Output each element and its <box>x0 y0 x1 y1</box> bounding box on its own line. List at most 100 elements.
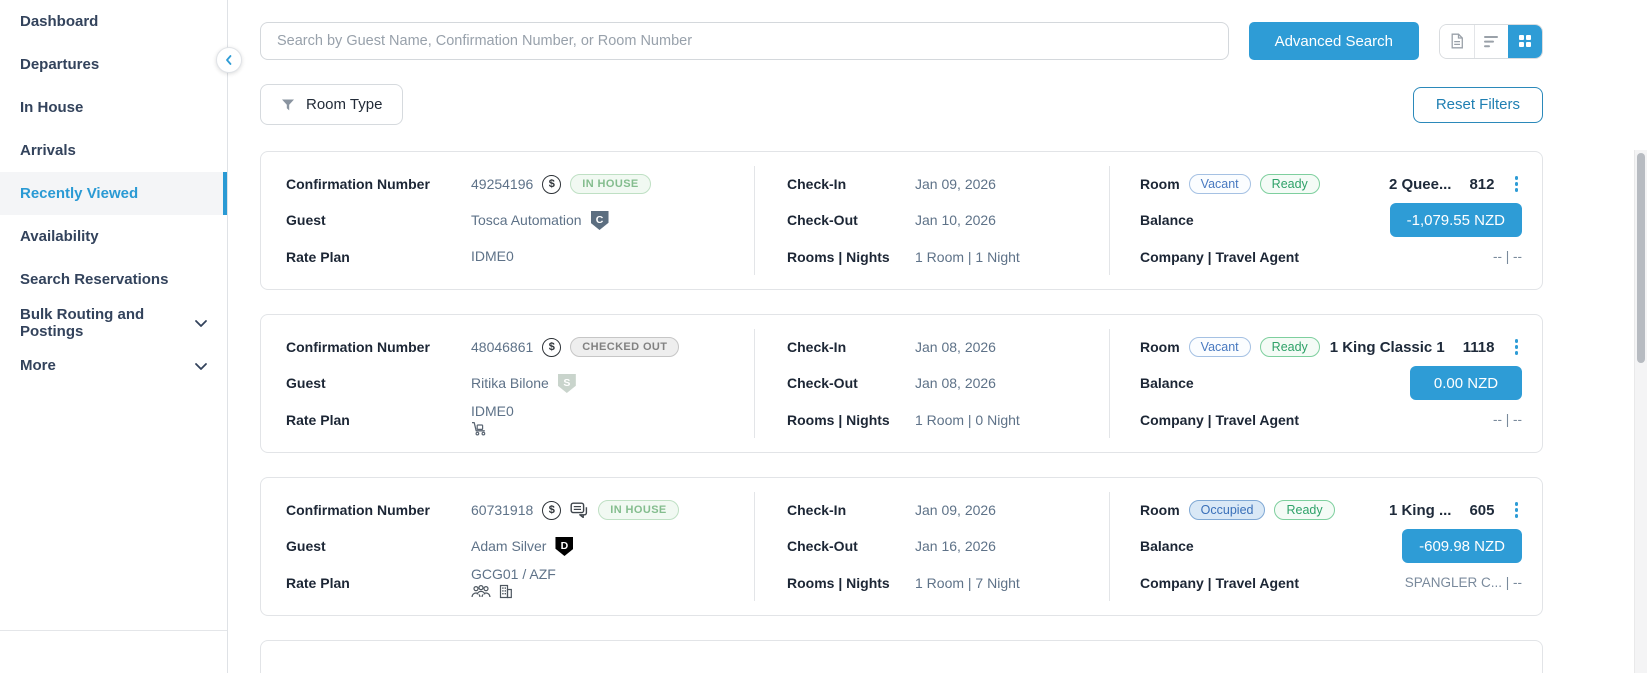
check-out-label: Check-Out <box>787 375 858 392</box>
room-status-badge: Vacant <box>1188 337 1251 358</box>
room-type-value: 2 Quee... <box>1388 175 1452 193</box>
search-input[interactable] <box>260 22 1229 60</box>
grid-view-button[interactable] <box>1508 24 1542 58</box>
sidebar-item-bulk-routing-and-postings[interactable]: Bulk Routing and Postings <box>0 301 227 344</box>
sidebar-item-label: Search Reservations <box>20 271 169 288</box>
card-room-column: Room Occupied Ready 1 King ... 605 Balan… <box>1109 492 1522 601</box>
confirmation-number-value[interactable]: 48046861 <box>471 339 534 356</box>
reservation-card: Confirmation Number 48046861 $ CHECKED O… <box>260 314 1543 453</box>
sidebar-item-label: Bulk Routing and Postings <box>20 305 145 340</box>
confirmation-number-label: Confirmation Number <box>286 339 430 356</box>
guest-name[interactable]: Ritika Bilone <box>471 375 549 392</box>
check-in-date: Jan 09, 2026 <box>915 176 996 193</box>
sidebar-item-availability[interactable]: Availability <box>0 215 227 258</box>
guest-name[interactable]: Adam Silver <box>471 538 547 555</box>
guest-label: Guest <box>286 375 326 392</box>
check-out-label: Check-Out <box>787 212 858 229</box>
grid-view-icon <box>1518 34 1532 48</box>
payment-icon: $ <box>542 337 562 357</box>
rooms-nights-value: 1 Room | 1 Night <box>915 248 1020 265</box>
top-search-bar: Advanced Search <box>260 22 1543 60</box>
check-out-date: Jan 16, 2026 <box>915 538 996 555</box>
rooms-nights-label: Rooms | Nights <box>787 574 890 591</box>
confirmation-number-value[interactable]: 60731918 <box>471 502 534 519</box>
rate-plan-label: Rate Plan <box>286 248 350 265</box>
company-travel-agent-label: Company | Travel Agent <box>1140 574 1299 591</box>
reservation-cards: Confirmation Number 49254196 $ IN HOUSE … <box>260 151 1543 616</box>
balance-button[interactable]: -1,079.55 NZD <box>1389 203 1522 238</box>
room-status-badge: Occupied <box>1188 500 1266 521</box>
sidebar: Dashboard Departures In House Arrivals R… <box>0 0 228 673</box>
check-in-date: Jan 08, 2026 <box>915 339 996 356</box>
balance-label: Balance <box>1140 212 1194 229</box>
rate-plan-value[interactable]: IDME0 <box>471 403 514 420</box>
room-number-value: 812 <box>1469 175 1495 193</box>
document-view-button[interactable] <box>1440 24 1474 58</box>
guest-name[interactable]: Tosca Automation <box>471 212 582 229</box>
card-stay-column: Check-In Jan 09, 2026 Check-Out Jan 10, … <box>754 166 1109 275</box>
sidebar-item-recently-viewed[interactable]: Recently Viewed <box>0 172 227 215</box>
card-stay-column: Check-In Jan 08, 2026 Check-Out Jan 08, … <box>754 329 1109 438</box>
guest-label: Guest <box>286 212 326 229</box>
room-type-filter-label: Room Type <box>306 96 383 113</box>
balance-button[interactable]: 0.00 NZD <box>1410 366 1522 401</box>
room-type-filter-button[interactable]: Room Type <box>260 84 404 125</box>
room-status-badge: Vacant <box>1188 174 1251 195</box>
confirmation-number-label: Confirmation Number <box>286 502 430 519</box>
sidebar-item-departures[interactable]: Departures <box>0 43 227 86</box>
vip-shield-badge: D <box>555 536 574 556</box>
check-in-label: Check-In <box>787 339 847 356</box>
sidebar-item-dashboard[interactable]: Dashboard <box>0 0 227 43</box>
sidebar-item-label: Arrivals <box>20 142 76 159</box>
card-room-column: Room Vacant Ready 2 Quee... 812 Balance … <box>1109 166 1522 275</box>
document-view-icon <box>1450 33 1464 49</box>
sidebar-nav: Dashboard Departures In House Arrivals R… <box>0 0 227 631</box>
reset-filters-button[interactable]: Reset Filters <box>1412 86 1543 123</box>
funnel-icon <box>281 98 295 112</box>
chevron-left-icon <box>222 53 236 67</box>
advanced-search-button[interactable]: Advanced Search <box>1248 22 1419 60</box>
housekeeping-status-badge: Ready <box>1259 174 1320 195</box>
confirmation-number-label: Confirmation Number <box>286 176 430 193</box>
kebab-menu-icon[interactable] <box>1511 500 1523 520</box>
list-view-button[interactable] <box>1474 24 1508 58</box>
kebab-menu-icon[interactable] <box>1511 337 1523 357</box>
kebab-menu-icon[interactable] <box>1511 174 1523 194</box>
reservation-status-badge: IN HOUSE <box>598 500 679 521</box>
vip-shield-badge: C <box>590 210 609 230</box>
payment-icon: $ <box>542 500 562 520</box>
scrollbar-track[interactable] <box>1634 150 1647 673</box>
reservation-list: Confirmation Number 49254196 $ IN HOUSE … <box>260 151 1543 673</box>
rate-plan-value[interactable]: GCG01 / AZF <box>471 566 556 583</box>
rooms-nights-label: Rooms | Nights <box>787 248 890 265</box>
confirmation-number-value[interactable]: 49254196 <box>471 176 534 193</box>
reservation-card: Confirmation Number 49254196 $ IN HOUSE … <box>260 151 1543 290</box>
view-toggle-group <box>1439 23 1543 59</box>
sidebar-collapse-button[interactable] <box>216 47 242 73</box>
sidebar-item-search-reservations[interactable]: Search Reservations <box>0 258 227 301</box>
room-type-value: 1 King Classic 1 <box>1329 338 1445 356</box>
check-out-label: Check-Out <box>787 538 858 555</box>
company-travel-agent-value: SPANGLER C... | -- <box>1404 575 1522 591</box>
balance-button[interactable]: -609.98 NZD <box>1402 529 1522 564</box>
main-content: Advanced Search <box>228 0 1647 673</box>
sidebar-item-label: Availability <box>20 228 99 245</box>
scrollbar-thumb[interactable] <box>1637 153 1645 363</box>
chat-icon[interactable] <box>570 502 589 519</box>
reservation-status-badge: CHECKED OUT <box>570 337 680 358</box>
balance-label: Balance <box>1140 538 1194 555</box>
company-travel-agent-value: -- | -- <box>1493 249 1522 265</box>
sidebar-item-in-house[interactable]: In House <box>0 86 227 129</box>
filter-row: Room Type Reset Filters <box>260 84 1543 125</box>
sidebar-item-arrivals[interactable]: Arrivals <box>0 129 227 172</box>
cart-icon <box>471 421 487 436</box>
rooms-nights-value: 1 Room | 0 Night <box>915 411 1020 428</box>
rooms-nights-label: Rooms | Nights <box>787 411 890 428</box>
card-room-column: Room Vacant Ready 1 King Classic 1 1118 … <box>1109 329 1522 438</box>
sidebar-item-more[interactable]: More <box>0 344 227 387</box>
check-in-label: Check-In <box>787 502 847 519</box>
card-identity-column: Confirmation Number 48046861 $ CHECKED O… <box>286 329 754 438</box>
housekeeping-status-badge: Ready <box>1259 337 1320 358</box>
rate-plan-value[interactable]: IDME0 <box>471 247 514 264</box>
